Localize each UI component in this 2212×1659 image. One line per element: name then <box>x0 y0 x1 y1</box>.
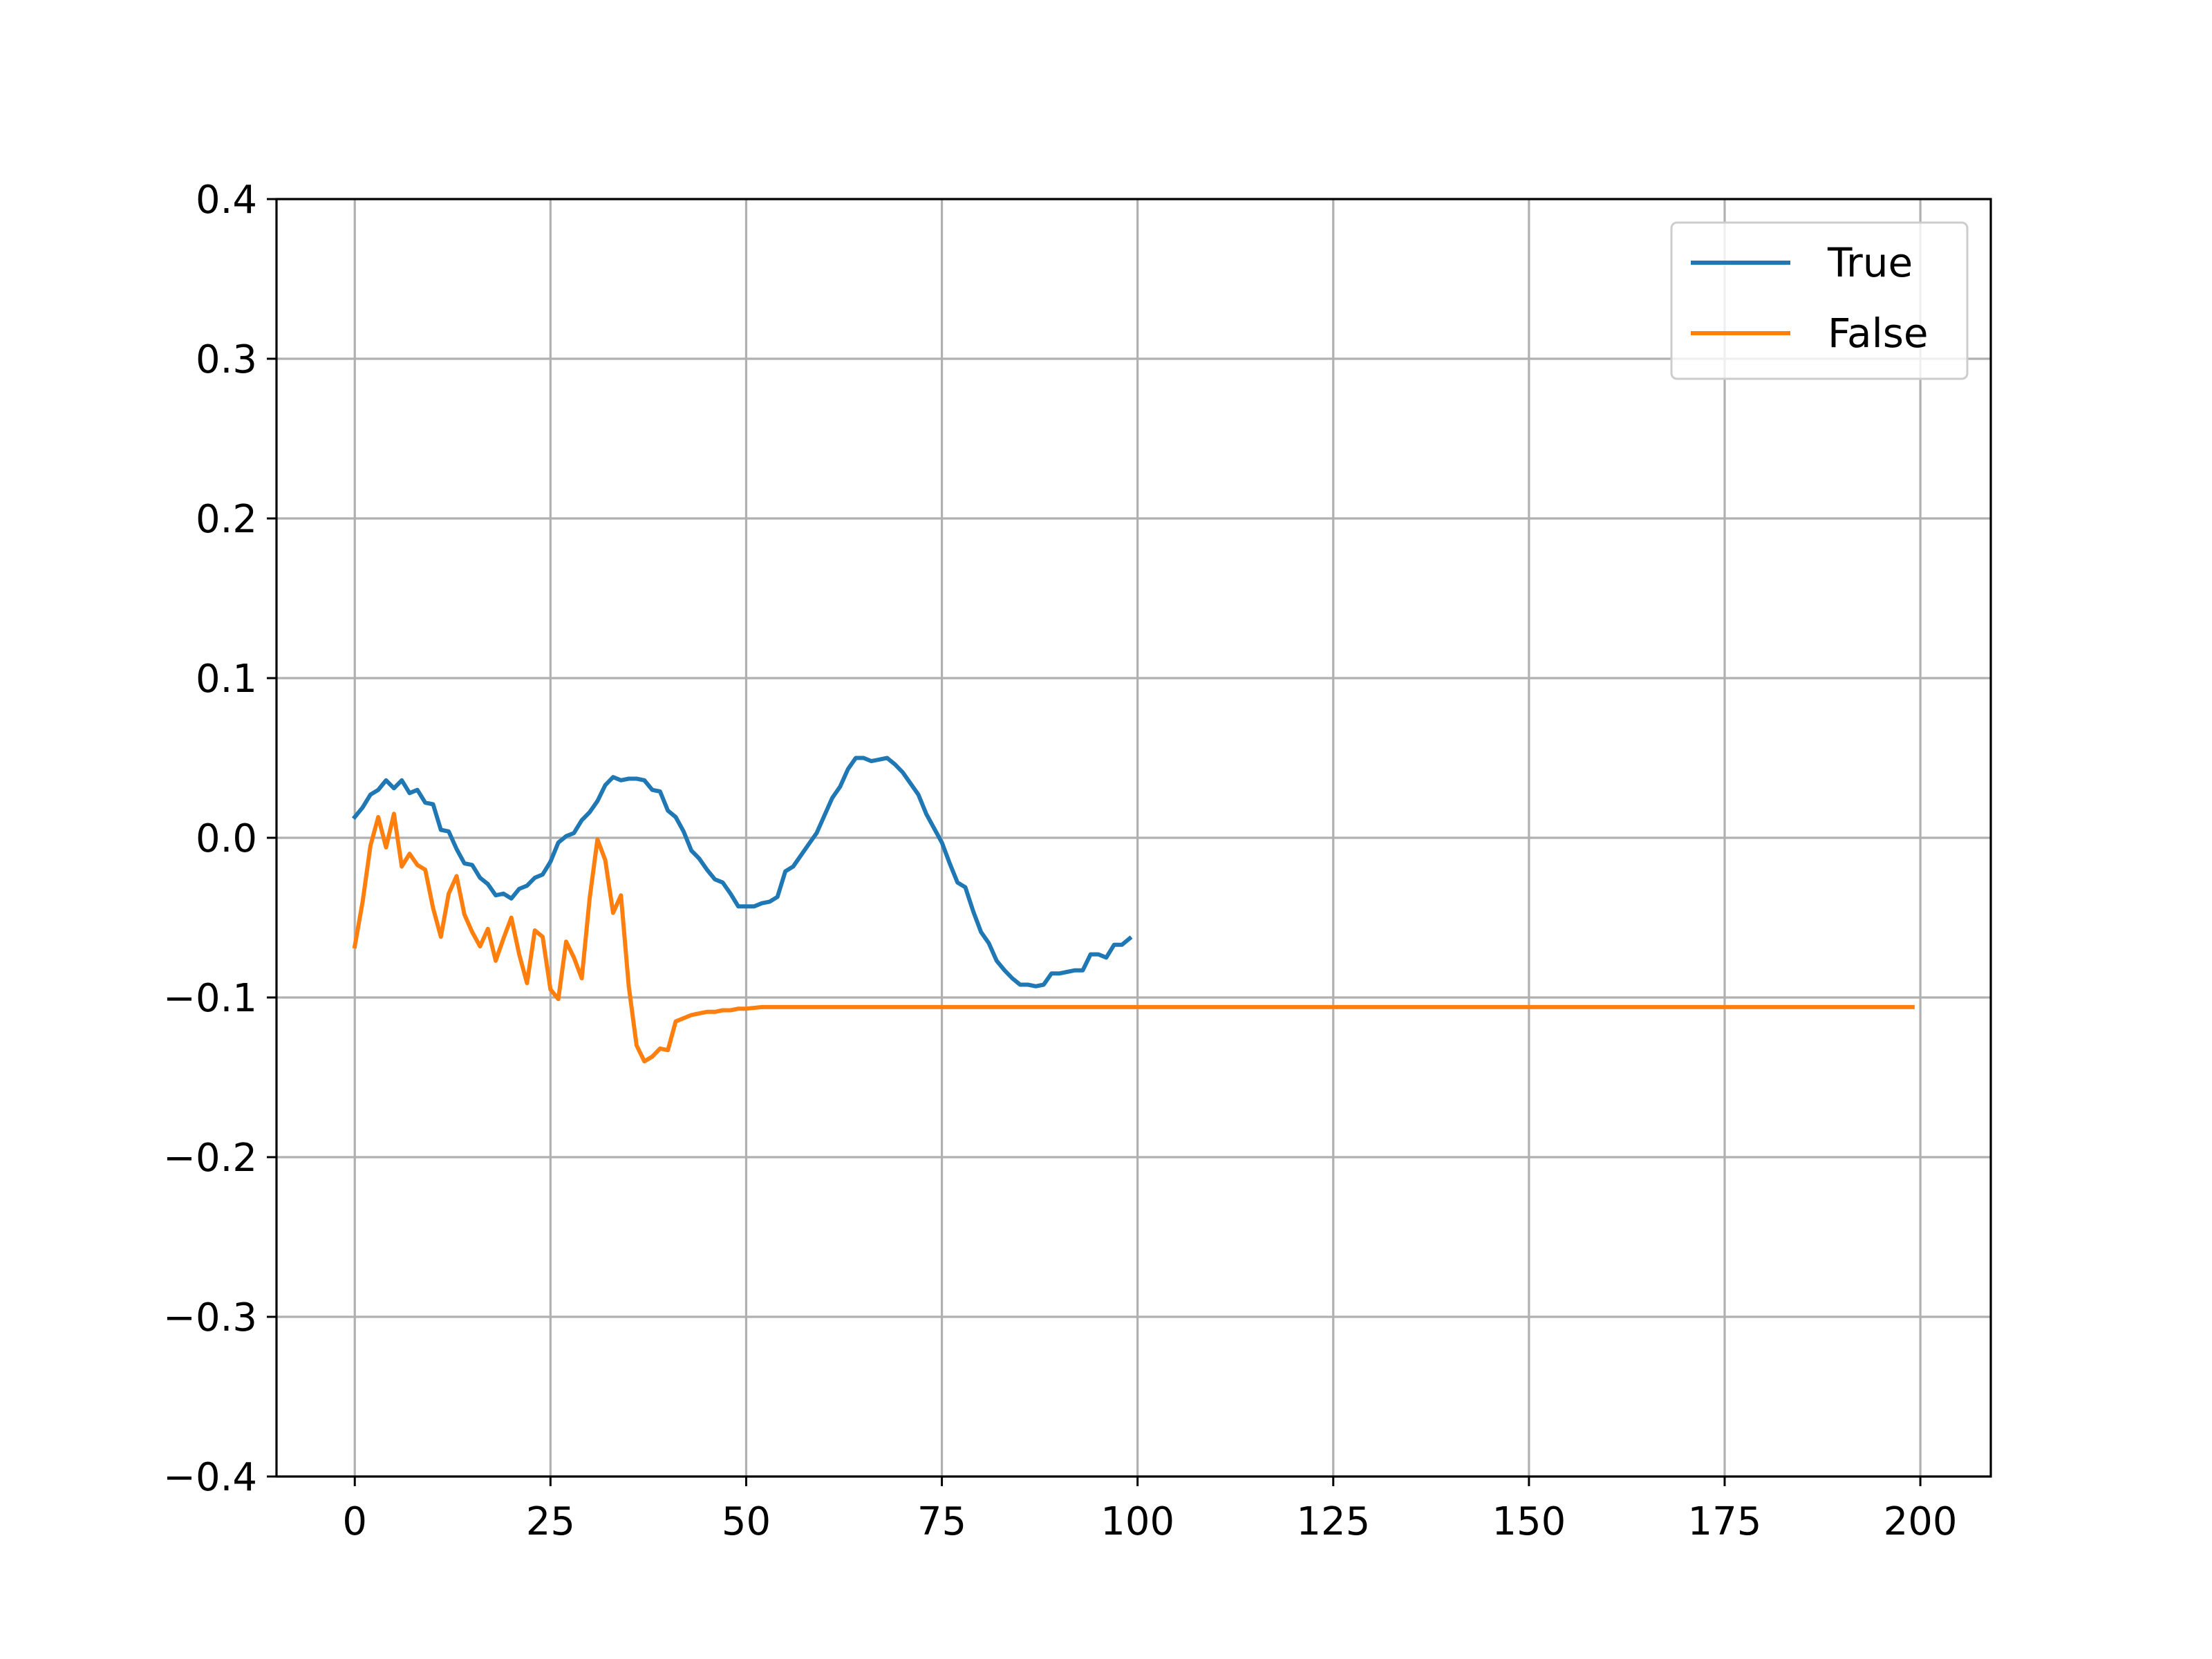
x-tick-label: 25 <box>526 1499 575 1544</box>
y-tick-label: 0.2 <box>196 497 257 542</box>
x-tick-label: 150 <box>1492 1499 1566 1544</box>
x-tick-label: 50 <box>722 1499 771 1544</box>
x-tick-label: 175 <box>1688 1499 1762 1544</box>
y-tick-label: 0.1 <box>196 657 257 702</box>
series-line-false <box>352 812 1915 1064</box>
series-layer <box>351 756 1915 1064</box>
legend-label-true: True <box>1827 239 1913 286</box>
x-tick-label: 75 <box>917 1499 966 1544</box>
x-tick-label: 125 <box>1296 1499 1370 1544</box>
y-tick-label: 0.0 <box>196 816 257 861</box>
y-tick-label: −0.3 <box>163 1295 257 1340</box>
x-tick-label: 100 <box>1100 1499 1174 1544</box>
y-tick-label: 0.4 <box>196 178 257 223</box>
x-tick-label: 0 <box>342 1499 367 1544</box>
y-tick-label: −0.1 <box>163 976 257 1021</box>
legend-label-false: False <box>1828 310 1929 357</box>
legend: True False <box>1670 221 1969 380</box>
series-line-true <box>351 756 1133 988</box>
y-tick-label: 0.3 <box>196 337 257 382</box>
ticks: 0 25 50 75 100 125 150 175 200 −0.4 −0.3 −0.2 −0.1 0.… <box>163 178 1958 1544</box>
y-tick-label: −0.2 <box>163 1136 257 1181</box>
y-tick-label: −0.4 <box>163 1455 257 1500</box>
x-tick-label: 200 <box>1884 1499 1958 1544</box>
